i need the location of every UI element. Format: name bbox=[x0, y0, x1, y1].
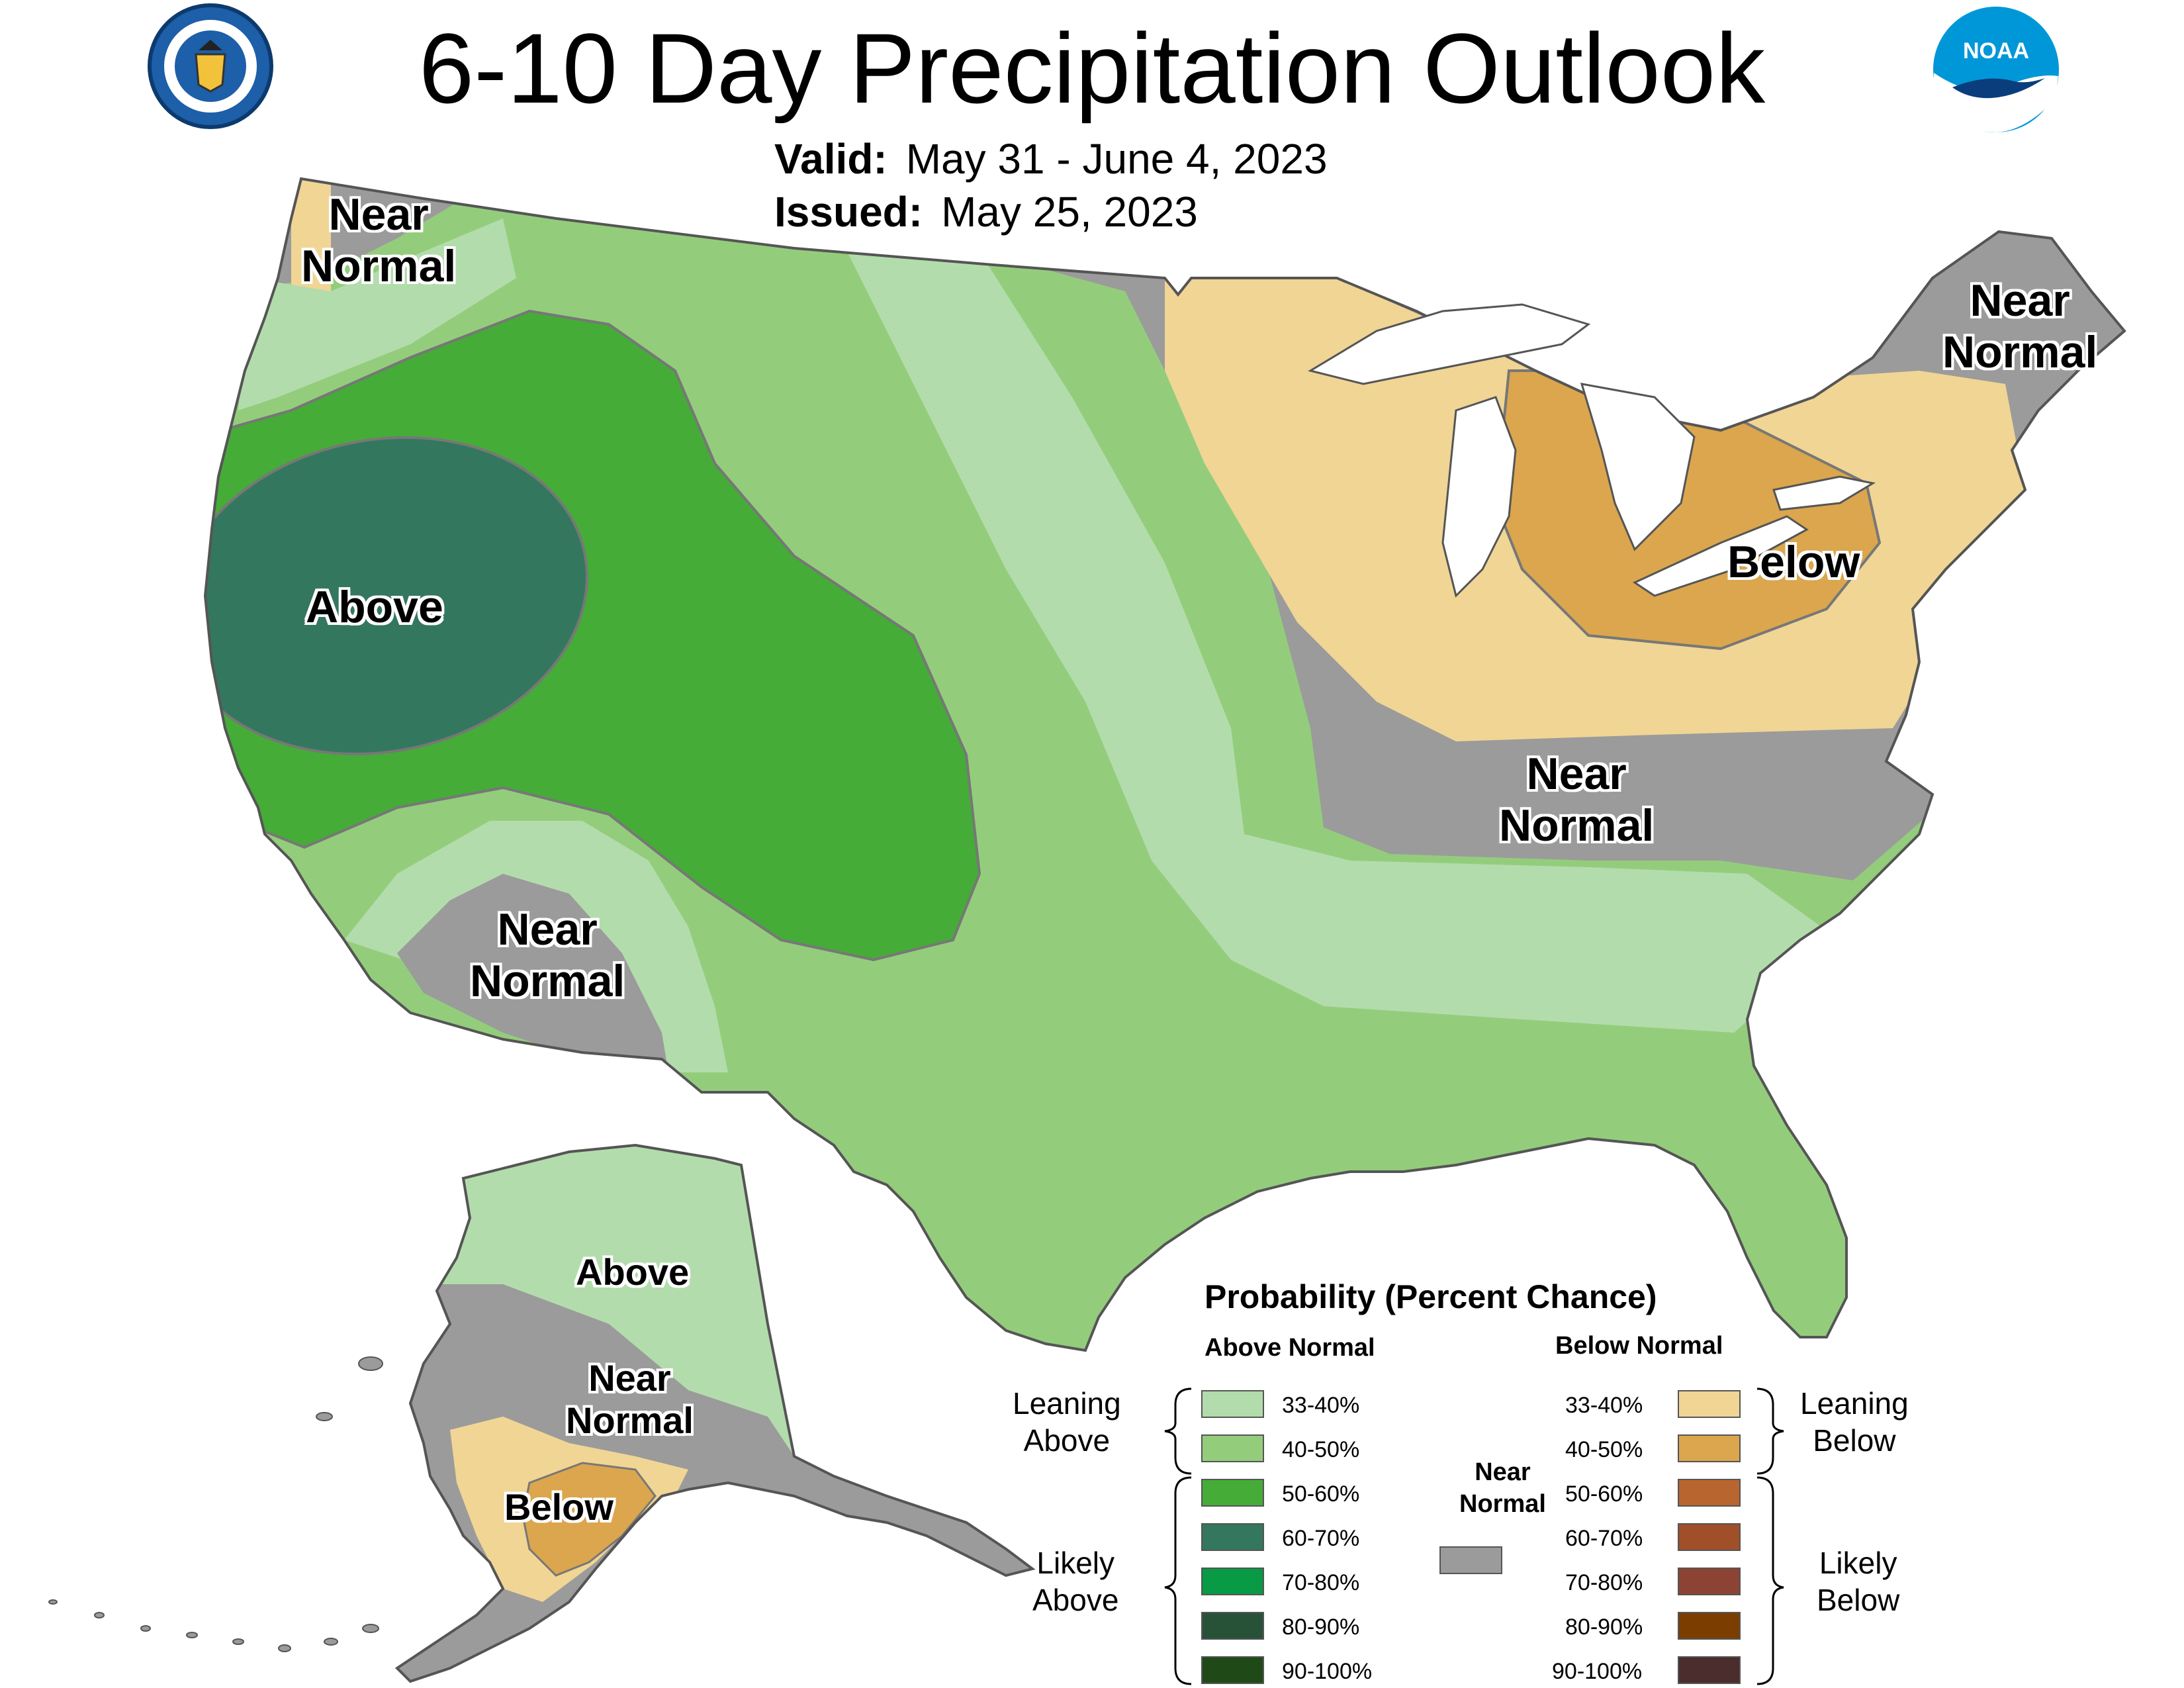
swatch-below-90-100 bbox=[1678, 1656, 1741, 1684]
conus-nw-leaning-above bbox=[238, 218, 516, 410]
label-west-above: Above bbox=[306, 582, 443, 632]
commerce-seal-logo bbox=[148, 3, 273, 129]
lake-ontario bbox=[1772, 475, 1876, 511]
legend-below-header: Below Normal bbox=[1555, 1332, 1723, 1360]
legend-above-bin: 33-40% bbox=[1282, 1393, 1360, 1418]
legend-above-bin: 90-100% bbox=[1282, 1659, 1373, 1684]
legend-above-bin: 60-70% bbox=[1282, 1526, 1360, 1551]
legend-title: Probability (Percent Chance) bbox=[1205, 1278, 1657, 1315]
swatch-above-70-80 bbox=[1201, 1568, 1264, 1595]
swatch-near-normal bbox=[1439, 1546, 1502, 1574]
legend-leaning-above: Leaning Above bbox=[1013, 1386, 1121, 1458]
legend-above-header: Above Normal bbox=[1205, 1334, 1375, 1362]
label-great-lakes-below: Below bbox=[1727, 537, 1860, 587]
swatch-above-50-60 bbox=[1201, 1479, 1264, 1507]
legend-likely-below: Likely Below bbox=[1817, 1546, 1900, 1617]
legend-above-bin: 70-80% bbox=[1282, 1570, 1360, 1595]
label-ak-below: Below bbox=[504, 1486, 614, 1528]
legend-above-bin: 40-50% bbox=[1282, 1437, 1360, 1462]
swatch-above-80-90 bbox=[1201, 1612, 1264, 1640]
lake-erie bbox=[1632, 515, 1809, 597]
issued-value: May 25, 2023 bbox=[941, 188, 1198, 236]
noaa-logo-text: NOAA bbox=[1963, 38, 2029, 64]
ak-outline bbox=[394, 1143, 1036, 1683]
legend-above-bin: 80-90% bbox=[1282, 1615, 1360, 1640]
aleutian-islands bbox=[48, 1356, 383, 1652]
label-ak-near-normal: Near Normal bbox=[566, 1357, 694, 1442]
lake-michigan bbox=[1441, 396, 1517, 598]
swatch-below-80-90 bbox=[1678, 1612, 1741, 1640]
swatch-below-50-60 bbox=[1678, 1479, 1741, 1507]
lake-huron bbox=[1580, 383, 1696, 551]
ak-below-40-50 bbox=[522, 1462, 657, 1577]
swatch-below-70-80 bbox=[1678, 1568, 1741, 1595]
legend-above-bin: 50-60% bbox=[1282, 1481, 1360, 1507]
conus-leaning-above-plains bbox=[847, 252, 1840, 1033]
conus-nw-leaning-below bbox=[291, 179, 331, 291]
issued-label: Issued: bbox=[774, 188, 923, 236]
label-ak-above: Above bbox=[576, 1251, 690, 1293]
swatch-below-60-70 bbox=[1678, 1523, 1741, 1551]
label-ne-near-normal: Near Normal bbox=[1942, 275, 2098, 378]
conus-outline bbox=[203, 177, 2126, 1352]
legend-leaning-below: Leaning Below bbox=[1800, 1386, 1909, 1458]
legend-below-bin: 40-50% bbox=[1565, 1437, 1643, 1462]
lake-superior bbox=[1308, 303, 1591, 385]
label-nw-near-normal: Near Normal bbox=[301, 189, 457, 292]
swatch-above-90-100 bbox=[1201, 1656, 1264, 1684]
valid-value: May 31 - June 4, 2023 bbox=[905, 135, 1328, 183]
swatch-above-60-70 bbox=[1201, 1523, 1264, 1551]
issued-date: Issued: May 25, 2023 bbox=[774, 185, 1198, 238]
swatch-above-33-40 bbox=[1201, 1390, 1264, 1418]
swatch-below-33-40 bbox=[1678, 1390, 1741, 1418]
legend-likely-above: Likely Above bbox=[1032, 1546, 1119, 1617]
conus-above-60-70 bbox=[205, 436, 588, 756]
valid-dates: Valid: May 31 - June 4, 2023 bbox=[774, 132, 1328, 185]
legend-below-bin: 70-80% bbox=[1565, 1570, 1643, 1595]
legend-below-bin: 80-90% bbox=[1565, 1615, 1643, 1640]
noaa-logo: NOAA bbox=[1933, 7, 2059, 132]
legend-below-bin: 50-60% bbox=[1565, 1481, 1643, 1507]
legend-below-bin: 90-100% bbox=[1552, 1659, 1643, 1684]
valid-label: Valid: bbox=[774, 135, 887, 183]
label-sw-near-normal: Near Normal bbox=[470, 904, 625, 1007]
legend-below-bin: 60-70% bbox=[1565, 1526, 1643, 1551]
legend-below-bin: 33-40% bbox=[1565, 1393, 1643, 1418]
conus-sw-near-normal bbox=[397, 874, 668, 1072]
swatch-below-40-50 bbox=[1678, 1434, 1741, 1462]
label-mid-near-normal: Near Normal bbox=[1499, 749, 1655, 851]
page-title: 6-10 Day Precipitation Outlook bbox=[418, 13, 1766, 124]
swatch-above-40-50 bbox=[1201, 1434, 1264, 1462]
legend-near-normal-label: Near Normal bbox=[1459, 1458, 1546, 1518]
